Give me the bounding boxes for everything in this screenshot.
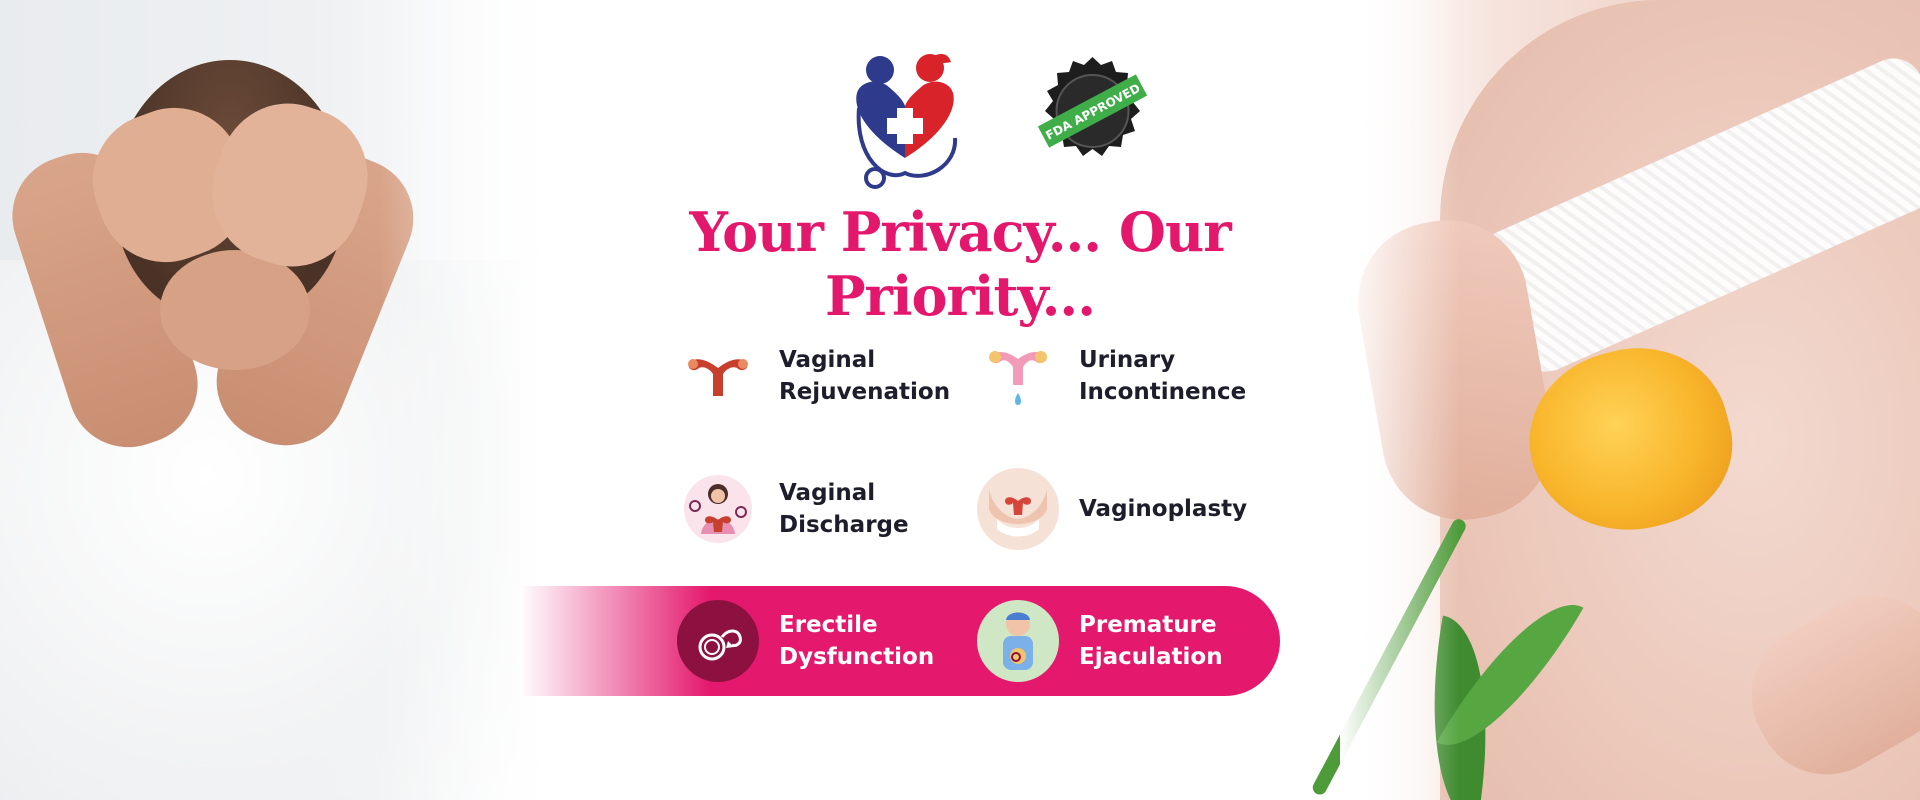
woman-uterus-icon <box>677 468 759 550</box>
service-vaginoplasty[interactable]: Vaginoplasty <box>977 468 1259 550</box>
service-erectile-dysfunction[interactable]: Erectile Dysfunction <box>677 600 959 682</box>
service-vaginal-rejuvenation[interactable]: Vaginal Rejuvenation <box>677 335 959 417</box>
fda-approved-badge: FDA APPROVED <box>1037 57 1148 156</box>
pelvis-icon <box>977 468 1059 550</box>
man-distress-icon <box>977 600 1059 682</box>
page-title: Your Privacy... Our Priority... <box>689 200 1231 328</box>
male-services-bar <box>520 586 1280 696</box>
uterus-drop-icon <box>977 335 1059 417</box>
service-urinary-incontinence[interactable]: Urinary Incontinence <box>977 335 1259 417</box>
male-symbol-icon <box>677 600 759 682</box>
clinic-heart-logo <box>856 54 958 189</box>
service-vaginal-discharge[interactable]: Vaginal Discharge <box>677 468 959 550</box>
uterus-icon <box>677 335 759 417</box>
service-premature-ejaculation[interactable]: Premature Ejaculation <box>977 600 1259 682</box>
